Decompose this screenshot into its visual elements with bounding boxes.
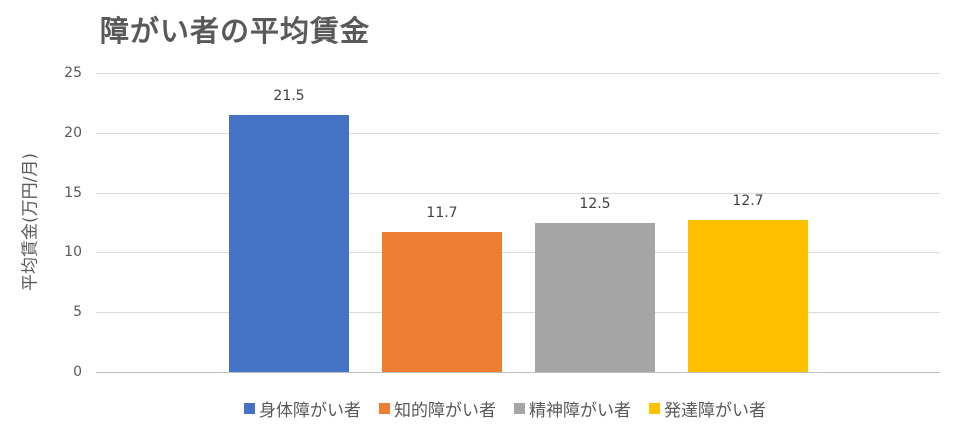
legend-label: 身体障がい者 <box>259 401 361 421</box>
bar-1 <box>229 114 349 372</box>
x-axis-line <box>96 372 940 373</box>
y-tick-label: 10 <box>64 244 82 261</box>
bar-4 <box>688 220 808 372</box>
gridline <box>96 132 940 134</box>
legend-item: 精神障がい者 <box>514 396 631 421</box>
legend-swatch-icon <box>649 403 660 414</box>
y-tick-label: 25 <box>64 65 82 81</box>
bar-3 <box>535 222 655 372</box>
data-label: 11.7 <box>426 205 458 222</box>
gridline <box>96 73 940 74</box>
legend-swatch-icon <box>244 403 255 414</box>
data-label: 12.7 <box>732 193 764 210</box>
y-tick-label: 15 <box>64 184 82 201</box>
chart-title: 障がい者の平均賃金 <box>100 14 371 48</box>
legend-label: 発達障がい者 <box>664 401 766 421</box>
legend-item: 発達障がい者 <box>649 396 766 421</box>
legend-swatch-icon <box>514 403 525 414</box>
bar-2 <box>382 232 502 372</box>
y-axis-label: 平均賃金(万円/月) <box>20 153 41 291</box>
legend: 身体障がい者 知的障がい者 精神障がい者 発達障がい者 <box>244 396 766 421</box>
legend-label: 知的障がい者 <box>394 401 496 421</box>
gridline <box>96 192 940 194</box>
y-tick-label: 20 <box>64 124 82 141</box>
gridline <box>96 252 940 254</box>
y-tick-label: 0 <box>73 364 82 380</box>
data-label: 12.5 <box>579 195 611 212</box>
plot-area: 0 5 10 15 20 25 21.5 11.7 12.5 12.7 <box>64 65 940 380</box>
legend-swatch-icon <box>379 403 390 414</box>
legend-item: 身体障がい者 <box>244 396 361 421</box>
legend-item: 知的障がい者 <box>379 396 496 421</box>
gridline <box>96 312 940 314</box>
legend-label: 精神障がい者 <box>529 401 631 421</box>
data-label: 21.5 <box>273 87 305 104</box>
y-tick-label: 5 <box>73 304 82 321</box>
